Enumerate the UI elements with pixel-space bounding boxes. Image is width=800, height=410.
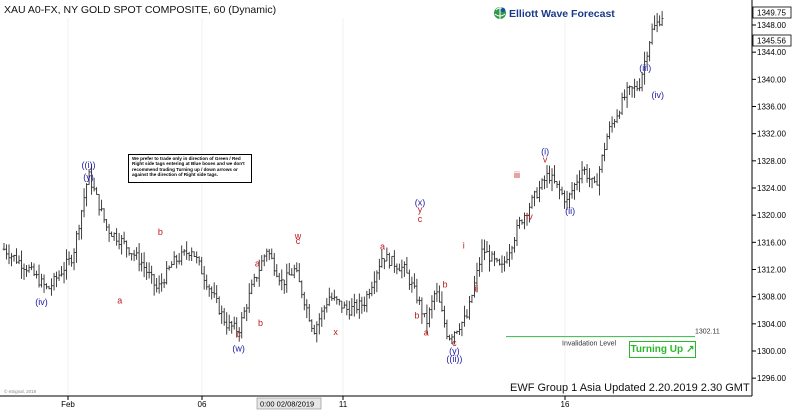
- y-tick-label: 1300.00: [757, 347, 786, 356]
- x-tick-label: 11: [339, 400, 348, 409]
- invalidation-value: 1302.11: [695, 329, 720, 336]
- esignal-watermark: © eSignal, 2019: [4, 388, 37, 394]
- wave-label: c: [418, 214, 423, 224]
- wave-label: i: [463, 241, 465, 251]
- wave-label: (ii): [565, 206, 575, 216]
- wave-label: a: [255, 258, 260, 268]
- wave-label: (iv): [651, 90, 664, 100]
- y-tick-label: 1320.00: [757, 211, 786, 220]
- y-tick-label: 1328.00: [757, 157, 786, 166]
- wave-label: c: [452, 338, 457, 348]
- brand-name: Elliott Wave Forecast: [509, 8, 615, 20]
- turning-up-label: Turning Up: [630, 344, 684, 355]
- current-price-marker: 1345.56: [752, 34, 792, 47]
- y-tick-label: 1324.00: [757, 184, 786, 193]
- wave-label: b: [258, 318, 263, 328]
- y-tick-label: 1336.00: [757, 103, 786, 112]
- y-tick-label: 1312.00: [757, 266, 786, 275]
- x-axis: Feb 06 11 16: [61, 396, 570, 409]
- disclaimer-box: We prefer to trade only in direction of …: [128, 154, 252, 183]
- wave-label: (y): [83, 172, 94, 182]
- last-price-value: 1349.75: [757, 9, 786, 18]
- y-tick-label: 1332.00: [757, 130, 786, 139]
- wave-label: v: [543, 154, 548, 164]
- wave-label: ((i)): [81, 160, 95, 170]
- wave-label: b: [414, 311, 419, 321]
- vertical-gridlines: [67, 18, 566, 396]
- ohlc-bars: [2, 11, 664, 345]
- cursor-time-label: 0:00 02/08/2019: [260, 400, 314, 409]
- wave-label: x: [333, 327, 338, 337]
- wave-label: (x): [415, 197, 426, 207]
- chart-title: XAU A0-FX, NY GOLD SPOT COMPOSITE, 60 (D…: [4, 4, 276, 16]
- wave-label: (i): [541, 146, 549, 156]
- cursor-time-box: 0:00 02/08/2019: [256, 397, 322, 410]
- y-tick-label: 1296.00: [757, 374, 786, 383]
- y-tick-label: 1316.00: [757, 238, 786, 247]
- wave-label: a: [424, 328, 429, 338]
- wave-label: a: [380, 241, 385, 251]
- wave-label: ii: [474, 284, 478, 294]
- wave-label: y: [418, 205, 423, 215]
- x-tick-label: Feb: [61, 400, 75, 409]
- y-tick-label: 1340.00: [757, 75, 786, 84]
- y-tick-label: 1304.00: [757, 320, 786, 329]
- footer-update-text: EWF Group 1 Asia Updated 2.20.2019 2.30 …: [510, 382, 750, 394]
- wave-label: ((ii)): [446, 354, 462, 364]
- ewf-logo: [494, 7, 506, 19]
- wave-label: (w): [232, 343, 245, 353]
- wave-label: w: [294, 231, 302, 241]
- wave-label: b: [443, 279, 448, 289]
- last-price-marker: 1349.75: [752, 6, 792, 19]
- wave-labels: ((i))(y)(iv) abc(w)abwcxa(x)ycbabiiic(y)(…: [35, 63, 664, 364]
- wave-label: iii: [514, 170, 520, 180]
- wave-label: (y): [449, 346, 460, 356]
- turning-up-button[interactable]: Turning Up ↗: [629, 341, 696, 358]
- wave-label: (iv): [35, 297, 48, 307]
- x-tick-label: 16: [561, 400, 570, 409]
- y-tick-label: 1348.00: [757, 21, 786, 30]
- arrow-up-right-icon: ↗: [686, 344, 695, 355]
- y-axis: 1296.00 1300.00 1304.00 1308.00 1312.00 1316.…: [752, 21, 786, 383]
- wave-label: (iii): [639, 63, 651, 73]
- current-price-value: 1345.56: [757, 37, 786, 46]
- y-tick-label: 1344.00: [757, 48, 786, 57]
- wave-label: iv: [526, 212, 533, 222]
- wave-label: c: [296, 236, 301, 246]
- x-tick-label: 06: [198, 400, 207, 409]
- y-tick-label: 1308.00: [757, 293, 786, 302]
- invalidation-label: Invalidation Level: [562, 341, 617, 348]
- wave-label: c: [236, 329, 241, 339]
- wave-label: a: [117, 296, 122, 306]
- wave-label: b: [158, 227, 163, 237]
